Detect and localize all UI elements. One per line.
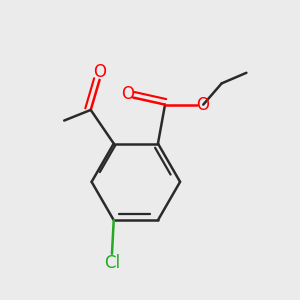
Text: O: O bbox=[196, 96, 209, 114]
Text: O: O bbox=[93, 63, 106, 81]
Text: Cl: Cl bbox=[104, 254, 120, 272]
Text: O: O bbox=[122, 85, 134, 103]
